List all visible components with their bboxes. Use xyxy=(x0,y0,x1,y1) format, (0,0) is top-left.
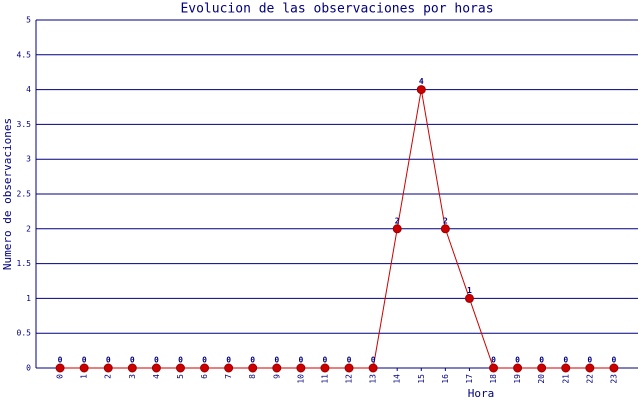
data-label: 2 xyxy=(443,216,448,225)
data-label: 0 xyxy=(178,356,183,365)
x-tick-label: 19 xyxy=(513,374,522,384)
data-label: 0 xyxy=(226,356,231,365)
data-point xyxy=(464,293,474,303)
data-point xyxy=(537,363,547,373)
x-tick-label: 7 xyxy=(224,374,233,379)
data-point xyxy=(416,85,426,95)
data-point xyxy=(489,363,499,373)
x-tick-label: 23 xyxy=(609,374,618,384)
data-point xyxy=(513,363,523,373)
x-tick-label: 13 xyxy=(369,374,378,384)
x-tick-label: 11 xyxy=(320,374,329,384)
data-point xyxy=(344,363,354,373)
x-tick-label: 2 xyxy=(104,374,113,379)
y-tick-label: 3.5 xyxy=(17,120,32,129)
data-label: 1 xyxy=(467,286,472,295)
data-label: 0 xyxy=(250,356,255,365)
data-label: 0 xyxy=(154,356,159,365)
data-label: 0 xyxy=(58,356,63,365)
y-tick-label: 2 xyxy=(26,224,31,233)
data-label: 0 xyxy=(298,356,303,365)
x-tick-label: 9 xyxy=(272,374,281,379)
y-tick-label: 3 xyxy=(26,155,31,164)
x-tick-label: 0 xyxy=(56,374,65,379)
chart-title: Evolucion de las observaciones por horas xyxy=(180,2,493,17)
data-label: 0 xyxy=(82,356,87,365)
data-point xyxy=(248,363,258,373)
data-label: 0 xyxy=(539,356,544,365)
x-tick-label: 15 xyxy=(417,374,426,384)
data-point xyxy=(55,363,65,373)
data-label: 0 xyxy=(130,356,135,365)
data-point xyxy=(175,363,185,373)
data-point xyxy=(200,363,210,373)
data-point xyxy=(368,363,378,373)
data-label: 4 xyxy=(419,77,424,86)
data-label: 2 xyxy=(395,216,400,225)
data-label: 0 xyxy=(274,356,279,365)
data-label: 0 xyxy=(612,356,617,365)
x-tick-label: 10 xyxy=(296,374,305,384)
x-axis-label: Hora xyxy=(468,387,495,400)
data-label: 0 xyxy=(563,356,568,365)
data-point xyxy=(320,363,330,373)
x-tick-label: 4 xyxy=(152,374,161,379)
x-tick-label: 17 xyxy=(465,374,474,384)
y-axis-label: Numero de observaciones xyxy=(1,118,14,270)
data-point xyxy=(296,363,306,373)
data-point xyxy=(272,363,282,373)
data-point xyxy=(440,224,450,234)
data-label: 0 xyxy=(491,356,496,365)
x-tick-label: 14 xyxy=(393,374,402,384)
x-tick-label: 6 xyxy=(200,374,209,379)
x-tick-label: 21 xyxy=(561,374,570,384)
data-point xyxy=(561,363,571,373)
x-tick-label: 22 xyxy=(585,374,594,384)
x-tick-label: 16 xyxy=(441,374,450,384)
data-point xyxy=(103,363,113,373)
x-tick-label: 3 xyxy=(128,374,137,379)
data-label: 0 xyxy=(323,356,328,365)
data-label: 0 xyxy=(106,356,111,365)
y-tick-label: 5 xyxy=(26,16,31,25)
y-tick-label: 0.5 xyxy=(17,329,32,338)
y-tick-label: 1 xyxy=(26,294,31,303)
y-tick-label: 4.5 xyxy=(17,50,32,59)
x-tick-label: 1 xyxy=(80,374,89,379)
data-point xyxy=(224,363,234,373)
y-tick-label: 4 xyxy=(26,85,31,94)
data-label: 0 xyxy=(347,356,352,365)
data-point xyxy=(585,363,595,373)
x-tick-label: 8 xyxy=(248,374,257,379)
x-tick-label: 20 xyxy=(537,374,546,384)
data-label: 0 xyxy=(371,356,376,365)
data-point xyxy=(79,363,89,373)
data-point xyxy=(127,363,137,373)
y-tick-label: 1.5 xyxy=(17,259,32,268)
x-tick-label: 12 xyxy=(345,374,354,384)
data-point xyxy=(609,363,619,373)
data-label: 0 xyxy=(587,356,592,365)
data-label: 0 xyxy=(202,356,207,365)
data-point xyxy=(392,224,402,234)
data-point xyxy=(151,363,161,373)
y-tick-label: 2.5 xyxy=(17,190,32,199)
data-label: 0 xyxy=(515,356,520,365)
y-tick-label: 0 xyxy=(26,364,31,373)
x-tick-label: 18 xyxy=(489,374,498,384)
x-tick-label: 5 xyxy=(176,374,185,379)
